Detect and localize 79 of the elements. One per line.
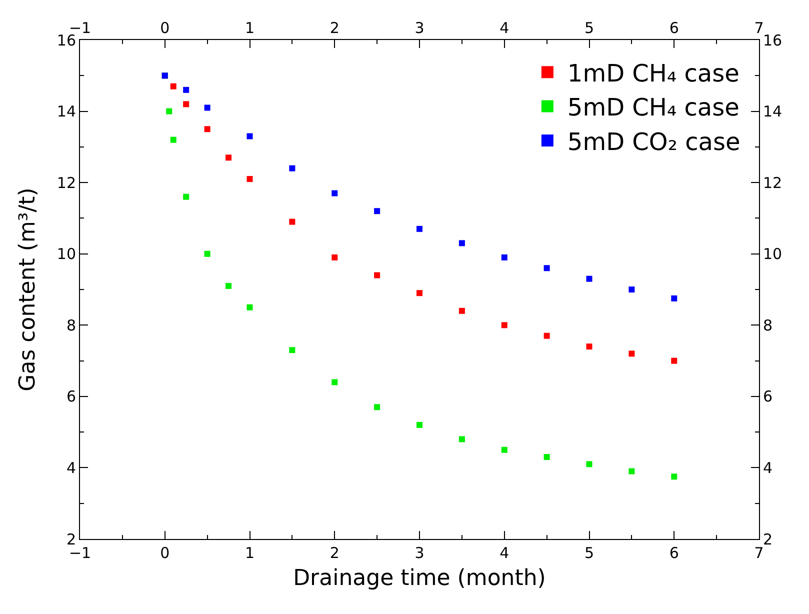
y-tick-label: 6 bbox=[66, 388, 76, 406]
x2-tick-label: 7 bbox=[754, 544, 764, 562]
y-axis-title: Gas content (m³/t) bbox=[16, 188, 41, 392]
point bbox=[170, 83, 176, 90]
point bbox=[374, 272, 380, 278]
legend-label: 5mD CH₄ case bbox=[567, 94, 740, 122]
point bbox=[671, 474, 678, 480]
point bbox=[246, 304, 253, 310]
point bbox=[166, 108, 172, 114]
x-tick-label: 5 bbox=[584, 19, 594, 37]
point bbox=[544, 332, 550, 339]
point bbox=[289, 218, 296, 225]
point bbox=[586, 461, 592, 468]
legend-label: 1mD CH₄ case bbox=[567, 59, 740, 88]
y2-tick-label: 2 bbox=[763, 530, 773, 548]
y2-tick-label: 4 bbox=[763, 458, 773, 477]
point bbox=[332, 379, 338, 386]
point bbox=[289, 347, 296, 354]
point bbox=[586, 344, 592, 350]
point bbox=[628, 350, 635, 357]
x2-tick-label: 0 bbox=[160, 544, 170, 562]
point bbox=[671, 295, 678, 302]
point bbox=[332, 254, 338, 260]
y-tick-label: 14 bbox=[56, 102, 76, 121]
x-tick-label: 2 bbox=[330, 19, 340, 37]
point bbox=[183, 101, 190, 108]
point bbox=[458, 308, 465, 314]
point bbox=[226, 154, 232, 161]
x-tick-label: 1 bbox=[244, 19, 255, 37]
point bbox=[501, 254, 508, 260]
x2-tick-label: 1 bbox=[244, 544, 255, 562]
y-tick-label: 8 bbox=[66, 316, 76, 334]
point bbox=[671, 358, 678, 364]
point bbox=[501, 446, 508, 453]
point bbox=[458, 240, 465, 246]
x-axis-title: Drainage time (month) bbox=[293, 566, 546, 591]
point bbox=[204, 104, 210, 111]
x2-tick-label: 3 bbox=[414, 544, 424, 562]
point bbox=[458, 436, 465, 442]
point bbox=[374, 208, 380, 214]
y2-tick-label: 6 bbox=[763, 388, 773, 406]
x-tick-label: 6 bbox=[669, 19, 679, 37]
point bbox=[289, 165, 296, 172]
point bbox=[544, 454, 550, 460]
point bbox=[183, 194, 190, 200]
point bbox=[204, 126, 210, 132]
point bbox=[332, 190, 338, 196]
y2-tick-label: 10 bbox=[763, 245, 782, 264]
point bbox=[628, 286, 635, 292]
point bbox=[183, 86, 190, 93]
point bbox=[246, 133, 253, 140]
x2-tick-label: 6 bbox=[669, 544, 679, 562]
point bbox=[628, 468, 635, 474]
point bbox=[204, 250, 210, 257]
point bbox=[416, 226, 422, 232]
y2-tick-label: 14 bbox=[763, 102, 782, 121]
point bbox=[226, 282, 232, 289]
x2-tick-label: 4 bbox=[500, 544, 510, 562]
x-tick-label: 3 bbox=[414, 19, 424, 37]
point bbox=[170, 136, 176, 143]
y-tick-label: 10 bbox=[56, 245, 76, 264]
y2-tick-label: 8 bbox=[763, 316, 773, 334]
x2-tick-label: 2 bbox=[330, 544, 340, 562]
y2-tick-label: 16 bbox=[763, 31, 782, 50]
y2-tick-label: 12 bbox=[763, 174, 782, 192]
point bbox=[586, 276, 592, 282]
legend-label: 5mD CO₂ case bbox=[567, 128, 740, 156]
point bbox=[416, 422, 422, 428]
x-tick-label: 7 bbox=[754, 19, 764, 37]
point bbox=[374, 404, 380, 410]
y-tick-label: 4 bbox=[66, 458, 76, 477]
point bbox=[246, 176, 253, 182]
point bbox=[416, 290, 422, 296]
x2-tick-label: 5 bbox=[584, 544, 594, 562]
x-tick-label: 0 bbox=[160, 19, 170, 37]
point bbox=[544, 265, 550, 272]
x-tick-label: 4 bbox=[500, 19, 510, 37]
y-tick-label: 12 bbox=[56, 174, 76, 192]
point bbox=[501, 322, 508, 328]
